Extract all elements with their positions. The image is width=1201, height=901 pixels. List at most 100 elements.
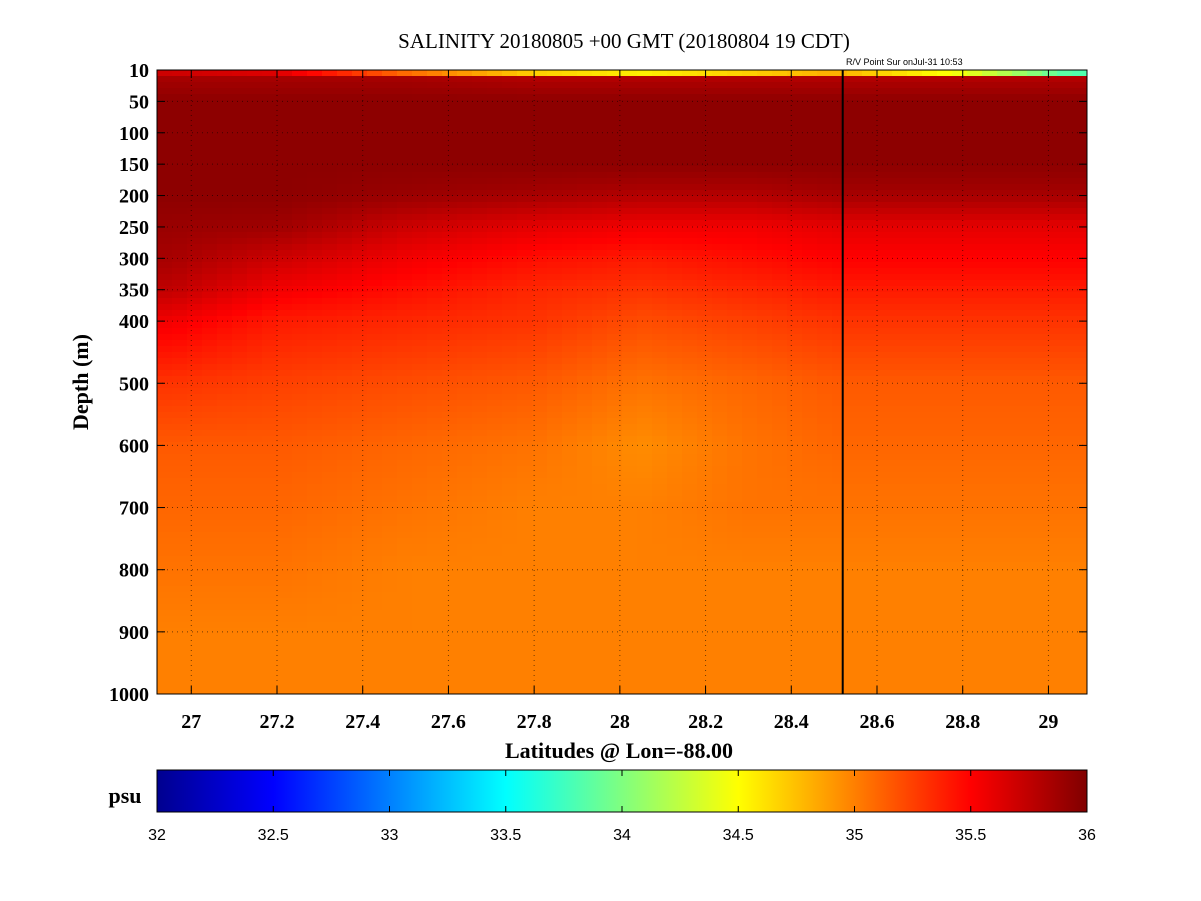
heatmap-cell [517, 484, 533, 491]
heatmap-cell [817, 664, 833, 671]
heatmap-cell [322, 454, 338, 461]
heatmap-cell [247, 142, 263, 149]
heatmap-cell [847, 670, 863, 677]
heatmap-cell [787, 412, 803, 419]
heatmap-cell [397, 598, 413, 605]
heatmap-cell [772, 562, 788, 569]
heatmap-cell [832, 508, 848, 515]
heatmap-cell [262, 328, 278, 335]
heatmap-cell [577, 586, 593, 593]
heatmap-cell [802, 178, 818, 185]
heatmap-cell [592, 658, 608, 665]
heatmap-cell [472, 202, 488, 209]
heatmap-cell [682, 160, 698, 167]
heatmap-cell [337, 142, 353, 149]
heatmap-cell [307, 184, 323, 191]
heatmap-cell [622, 610, 638, 617]
heatmap-cell [637, 334, 653, 341]
heatmap-cell [277, 172, 293, 179]
heatmap-cell [172, 658, 188, 665]
heatmap-cell [742, 598, 758, 605]
heatmap-cell [187, 370, 203, 377]
heatmap-cell [832, 664, 848, 671]
heatmap-cell [442, 88, 458, 95]
heatmap-cell [277, 574, 293, 581]
heatmap-cell [742, 634, 758, 641]
heatmap-cell [412, 508, 428, 515]
heatmap-cell [802, 538, 818, 545]
heatmap-cell [517, 70, 533, 77]
heatmap-cell [742, 130, 758, 137]
heatmap-cell [817, 196, 833, 203]
heatmap-cell [217, 658, 233, 665]
heatmap-cell [517, 388, 533, 395]
heatmap-cell [352, 412, 368, 419]
heatmap-cell [862, 604, 878, 611]
heatmap-cell [307, 400, 323, 407]
heatmap-cell [772, 418, 788, 425]
heatmap-cell [727, 100, 743, 107]
heatmap-cell [742, 160, 758, 167]
heatmap-cell [832, 214, 848, 221]
heatmap-cell [742, 448, 758, 455]
heatmap-cell [367, 598, 383, 605]
heatmap-cell [742, 232, 758, 239]
heatmap-cell [742, 400, 758, 407]
heatmap-cell [382, 136, 398, 143]
heatmap-cell [217, 460, 233, 467]
heatmap-cell [232, 238, 248, 245]
heatmap-cell [652, 388, 668, 395]
heatmap-cell [217, 268, 233, 275]
heatmap-cell [802, 472, 818, 479]
heatmap-cell [502, 238, 518, 245]
heatmap-cell [472, 394, 488, 401]
heatmap-cell [547, 148, 563, 155]
heatmap-cell [277, 664, 293, 671]
heatmap-cell [667, 208, 683, 215]
heatmap-cell [817, 334, 833, 341]
heatmap-cell [277, 676, 293, 683]
heatmap-cell [442, 448, 458, 455]
heatmap-cell [682, 268, 698, 275]
heatmap-cell [472, 478, 488, 485]
heatmap-cell [367, 442, 383, 449]
heatmap-cell [172, 148, 188, 155]
heatmap-cell [262, 466, 278, 473]
heatmap-cell [712, 628, 728, 635]
heatmap-cell [427, 430, 443, 437]
heatmap-cell [772, 688, 788, 694]
heatmap-cell [157, 250, 173, 257]
heatmap-cell [667, 100, 683, 107]
heatmap-cell [862, 466, 878, 473]
heatmap-cell [802, 112, 818, 119]
heatmap-cell [247, 592, 263, 599]
heatmap-cell [157, 142, 173, 149]
heatmap-cell [727, 118, 743, 125]
heatmap-cell [322, 124, 338, 131]
heatmap-cell [697, 118, 713, 125]
heatmap-cell [682, 622, 698, 629]
heatmap-cell [352, 520, 368, 527]
heatmap-cell [592, 436, 608, 443]
heatmap-cell [457, 586, 473, 593]
heatmap-cell [517, 454, 533, 461]
heatmap-cell [367, 376, 383, 383]
heatmap-cell [532, 274, 548, 281]
heatmap-cell [832, 640, 848, 647]
heatmap-cell [352, 274, 368, 281]
heatmap-cell [502, 610, 518, 617]
heatmap-cell [772, 574, 788, 581]
heatmap-cell [607, 424, 623, 431]
heatmap-cell [322, 514, 338, 521]
heatmap-cell [817, 622, 833, 629]
heatmap-cell [802, 202, 818, 209]
heatmap-cell [262, 610, 278, 617]
heatmap-cell [442, 616, 458, 623]
heatmap-cell [442, 394, 458, 401]
heatmap-cell [757, 598, 773, 605]
heatmap-cell [787, 238, 803, 245]
heatmap-cell [217, 610, 233, 617]
heatmap-cell [442, 586, 458, 593]
heatmap-cell [307, 364, 323, 371]
heatmap-cell [157, 394, 173, 401]
